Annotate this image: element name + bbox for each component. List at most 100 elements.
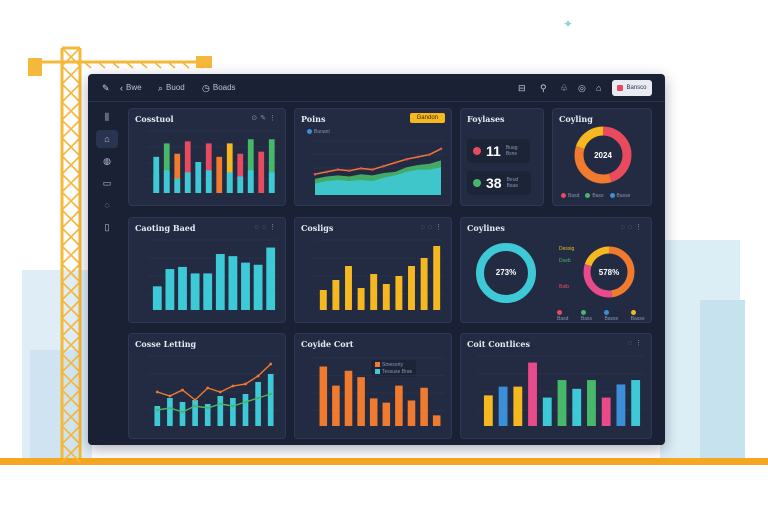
bar [179,402,186,426]
search-button[interactable]: ⌕ Buod [158,81,185,95]
bar [204,404,211,426]
bar-chart-cosligs [313,239,445,310]
line-point [231,404,235,408]
card-foylases[interactable]: Foylases 11 Buag Bsne 38 Beud Bsae [460,108,544,206]
crane-brace [61,119,81,139]
chart-icon: ⫼ [104,111,110,122]
card-cosstuol[interactable]: Cosstuol ⊙✎⋮ [128,108,286,206]
card-title: Cosligs [301,223,334,233]
bar [241,262,250,310]
dashboard-window: ✎ ‹ Bwe ⌕ Buod ◷ Boads ⊟ ⚲ ♧ ◎ ⌂ Bansco [88,74,665,445]
bar [268,139,275,193]
sidebar-item-chart[interactable]: ⫼ [96,108,118,126]
card-menu-icons[interactable]: ◌◌⋮ [254,224,279,231]
sidebar-item-palette[interactable]: ◍ [96,152,118,170]
crane-brace [61,173,81,193]
layers-icon[interactable]: ⊟ [518,83,526,93]
user-icon[interactable]: ⌂ [596,83,602,93]
sidebar-item-home[interactable]: ⌂ [96,130,118,148]
stat-value: 38 [486,175,502,191]
bar [154,406,161,426]
line-point [181,388,184,392]
donut-center-label: 2024 [594,151,612,160]
bar [203,273,213,310]
bar [483,395,493,426]
card-title: Coyide Cort [301,339,354,349]
bar [215,254,225,310]
crane-jib-brace [181,61,190,69]
crane-jib-brace [139,61,148,69]
bar [190,273,200,310]
filter-chip[interactable]: Gandon [409,113,445,123]
card-menu-icons[interactable]: ◌◌⋮ [620,224,645,231]
bar-chart-caoting-baed [147,239,279,310]
card-menu-icons[interactable]: ◌⋮ [627,340,645,347]
legend-label: Basd [568,193,580,199]
card-cosligs[interactable]: Cosligs ◌◌⋮ [294,217,452,323]
crane-brace [61,389,81,409]
globe-icon[interactable]: ◎ [578,83,586,93]
donut-slice [574,126,632,184]
folder-icon: ▭ [102,177,112,188]
top-bar: ✎ ‹ Bwe ⌕ Buod ◷ Boads ⊟ ⚲ ♧ ◎ ⌂ Bansco [88,74,665,102]
bar [152,286,162,310]
bar [178,266,187,310]
bar-chart-coyide-cort [313,357,445,426]
card-caoting-baed[interactable]: Caoting Baed ◌◌⋮ [128,217,286,323]
flag-icon [617,85,624,91]
bar [332,280,340,310]
legend: Buoanl [307,129,330,135]
crane-jib-end [196,56,212,68]
bar [344,370,353,426]
bar [258,151,265,193]
line-point [256,396,260,400]
bar [557,380,567,426]
stat-1: 11 Buag Bsne [467,139,530,163]
edit-icon[interactable]: ✎ [102,83,110,93]
line-point [416,155,420,159]
legend-label: Basse [630,316,645,322]
pin-icon[interactable]: ⚲ [540,83,547,93]
line-point [231,384,235,388]
crane-brace [61,101,81,121]
bar [616,384,626,426]
back-button[interactable]: ‹ Bwe [120,81,142,95]
back-label: Bwe [126,83,142,92]
line-point [359,167,363,170]
crane-brace [61,425,81,445]
sidebar-item-doc[interactable]: ▯ [96,218,118,236]
line-point [269,362,273,366]
card-menu-icons[interactable]: ◌◌⋮ [420,224,445,231]
card-poins[interactable]: Poins Gandon Buoanl [294,108,452,206]
card-coyling[interactable]: Coyling 2024 Basd Bass Basse [552,108,652,206]
legend-label: Basd [557,316,569,322]
bar [319,290,327,310]
crane-jib-brace [153,61,162,69]
card-menu-icons[interactable]: ⊙✎⋮ [251,115,279,122]
card-coylines[interactable]: Coylines ◌◌⋮ 273% Dessig Dseb Balb 578% … [460,217,652,323]
bar-stack [174,178,181,193]
bell-icon[interactable]: ♧ [560,83,569,93]
boards-title[interactable]: ◷ Boads [202,81,236,95]
bar-chart-cosstuol [147,130,279,193]
bar-stack [184,172,191,193]
card-title: Cosstuol [135,114,174,124]
line-point [193,404,197,408]
card-title: Coyling [559,114,593,124]
card-cosse-letting[interactable]: Cosse Letting [128,333,286,439]
tag-label: Dessig [559,246,575,252]
card-coyide-cort[interactable]: Coyide Cort Stnesorty Tessuse Brae [294,333,452,439]
sidebar-item-chat[interactable]: ◌ [96,196,118,214]
combo-chart-cosse-letting [147,355,279,426]
sidebar-item-folder[interactable]: ▭ [96,174,118,192]
home-icon: ⌂ [104,134,110,144]
line-point [155,408,159,412]
bar [319,366,328,426]
crane-brace [61,65,81,85]
account-button[interactable]: Bansco [612,80,652,96]
crane-brace [61,245,81,265]
bar [255,382,261,426]
crane-jib-brace [195,61,204,69]
card-coit-contlices[interactable]: Coit Contlices ◌⋮ [460,333,652,439]
